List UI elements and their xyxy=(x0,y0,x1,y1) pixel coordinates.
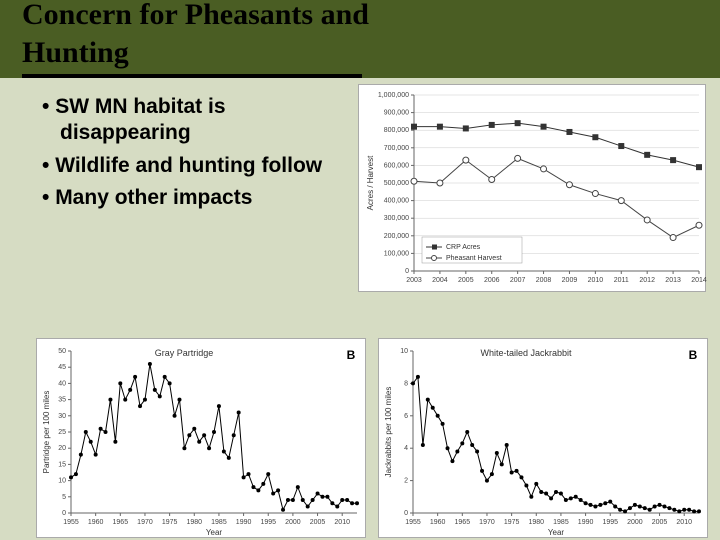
svg-text:2014: 2014 xyxy=(691,277,707,284)
svg-text:15: 15 xyxy=(58,461,66,468)
svg-text:6: 6 xyxy=(404,413,408,420)
svg-text:1975: 1975 xyxy=(504,519,520,526)
svg-text:1990: 1990 xyxy=(236,519,252,526)
svg-text:0: 0 xyxy=(404,510,408,517)
svg-text:800,000: 800,000 xyxy=(384,127,409,134)
crp-pheasant-chart: 0 100,000 200,000 300,000 400,000 500,000 600,… xyxy=(358,84,706,292)
svg-text:1965: 1965 xyxy=(455,519,471,526)
svg-text:600,000: 600,000 xyxy=(384,162,409,169)
svg-text:Acres / Harvest: Acres / Harvest xyxy=(366,155,375,210)
svg-text:500,000: 500,000 xyxy=(384,180,409,187)
svg-text:2009: 2009 xyxy=(562,277,578,284)
svg-text:1965: 1965 xyxy=(113,519,129,526)
svg-text:2012: 2012 xyxy=(639,277,655,284)
slide-title: Concern for Pheasants andHunting xyxy=(22,0,369,71)
svg-text:30: 30 xyxy=(58,413,66,420)
svg-text:25: 25 xyxy=(58,429,66,436)
svg-text:1970: 1970 xyxy=(137,519,153,526)
svg-text:1975: 1975 xyxy=(162,519,178,526)
svg-text:2003: 2003 xyxy=(406,277,422,284)
svg-text:5: 5 xyxy=(62,494,66,501)
svg-text:45: 45 xyxy=(58,364,66,371)
svg-text:1980: 1980 xyxy=(186,519,202,526)
bullet-item: Wildlife and hunting follow xyxy=(42,153,352,179)
slide-header: Concern for Pheasants andHunting xyxy=(0,0,720,78)
svg-text:1960: 1960 xyxy=(88,519,104,526)
svg-text:2007: 2007 xyxy=(510,277,526,284)
svg-text:1990: 1990 xyxy=(578,519,594,526)
jackrabbit-chart: 0 2 4 6 8 10 1955 1960 1965 1970 1975 1980 1985 1990 1… xyxy=(378,338,708,538)
svg-text:2005: 2005 xyxy=(652,519,668,526)
svg-text:0: 0 xyxy=(405,268,409,275)
svg-text:1985: 1985 xyxy=(553,519,569,526)
svg-text:20: 20 xyxy=(58,445,66,452)
svg-text:1985: 1985 xyxy=(211,519,227,526)
svg-text:B: B xyxy=(347,348,356,362)
svg-text:10: 10 xyxy=(58,478,66,485)
svg-text:2: 2 xyxy=(404,478,408,485)
svg-text:Year: Year xyxy=(548,528,565,537)
bullet-item: Many other impacts xyxy=(42,185,352,211)
svg-text:1,000,000: 1,000,000 xyxy=(378,92,409,99)
svg-text:40: 40 xyxy=(58,380,66,387)
svg-text:2005: 2005 xyxy=(310,519,326,526)
svg-text:200,000: 200,000 xyxy=(384,233,409,240)
slide-content: SW MN habitat is disappearing Wildlife a… xyxy=(0,78,720,540)
svg-text:White-tailed Jackrabbit: White-tailed Jackrabbit xyxy=(480,348,572,358)
svg-text:Jackrabbits per 100 miles: Jackrabbits per 100 miles xyxy=(384,387,393,478)
svg-text:1960: 1960 xyxy=(430,519,446,526)
svg-text:B: B xyxy=(689,348,698,362)
bullet-list: SW MN habitat is disappearing Wildlife a… xyxy=(42,94,352,217)
svg-text:2008: 2008 xyxy=(536,277,552,284)
svg-text:2000: 2000 xyxy=(285,519,301,526)
svg-text:Partridge per 100 miles: Partridge per 100 miles xyxy=(42,391,51,474)
svg-text:2013: 2013 xyxy=(665,277,681,284)
svg-text:2004: 2004 xyxy=(432,277,448,284)
svg-text:50: 50 xyxy=(58,348,66,355)
svg-text:10: 10 xyxy=(400,348,408,355)
svg-text:1995: 1995 xyxy=(602,519,618,526)
svg-text:2010: 2010 xyxy=(334,519,350,526)
svg-text:700,000: 700,000 xyxy=(384,145,409,152)
svg-text:2010: 2010 xyxy=(588,277,604,284)
svg-text:100,000: 100,000 xyxy=(384,250,409,257)
svg-text:4: 4 xyxy=(404,445,408,452)
svg-text:300,000: 300,000 xyxy=(384,215,409,222)
svg-text:2006: 2006 xyxy=(484,277,500,284)
svg-text:1970: 1970 xyxy=(479,519,495,526)
svg-text:1955: 1955 xyxy=(405,519,421,526)
svg-text:900,000: 900,000 xyxy=(384,110,409,117)
svg-text:2005: 2005 xyxy=(458,277,474,284)
svg-text:1995: 1995 xyxy=(260,519,276,526)
svg-text:Pheasant Harvest: Pheasant Harvest xyxy=(446,255,502,262)
svg-text:2010: 2010 xyxy=(676,519,692,526)
svg-text:CRP Acres: CRP Acres xyxy=(446,244,481,251)
svg-text:Year: Year xyxy=(206,528,223,537)
svg-text:8: 8 xyxy=(404,380,408,387)
svg-text:2000: 2000 xyxy=(627,519,643,526)
bullet-item: SW MN habitat is disappearing xyxy=(42,94,352,147)
svg-text:Gray Partridge: Gray Partridge xyxy=(155,348,214,358)
svg-text:1955: 1955 xyxy=(63,519,79,526)
svg-text:35: 35 xyxy=(58,397,66,404)
svg-text:0: 0 xyxy=(62,510,66,517)
svg-text:2011: 2011 xyxy=(614,277,629,284)
svg-text:1980: 1980 xyxy=(528,519,544,526)
svg-text:400,000: 400,000 xyxy=(384,198,409,205)
gray-partridge-chart: 0 5 10 15 20 25 30 35 40 45 50 1955 1960 1965 1970 1975… xyxy=(36,338,366,538)
